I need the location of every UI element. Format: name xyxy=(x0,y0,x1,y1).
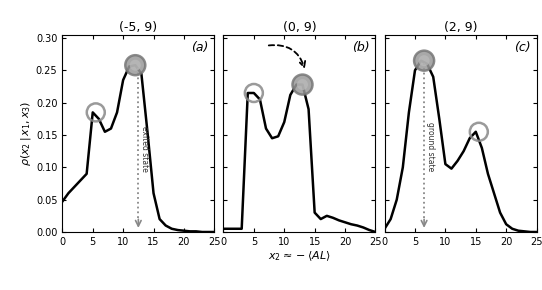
Title: (0, 9): (0, 9) xyxy=(282,21,317,34)
Title: (-5, 9): (-5, 9) xyxy=(119,21,157,34)
Title: (2, 9): (2, 9) xyxy=(444,21,478,34)
Ellipse shape xyxy=(130,60,141,71)
Text: (c): (c) xyxy=(514,41,531,54)
Ellipse shape xyxy=(418,55,430,66)
Text: (a): (a) xyxy=(191,41,208,54)
Ellipse shape xyxy=(414,51,434,71)
Text: exited state: exited state xyxy=(140,126,149,172)
Ellipse shape xyxy=(297,79,308,90)
Ellipse shape xyxy=(125,55,145,75)
X-axis label: $x_2 \approx -\langle AL\rangle$: $x_2 \approx -\langle AL\rangle$ xyxy=(268,250,331,263)
Text: ground state: ground state xyxy=(426,122,435,171)
Ellipse shape xyxy=(293,75,313,95)
Text: (b): (b) xyxy=(352,41,370,54)
Y-axis label: $\rho(x_2\,|\,x_1, x_3)$: $\rho(x_2\,|\,x_1, x_3)$ xyxy=(19,101,33,166)
